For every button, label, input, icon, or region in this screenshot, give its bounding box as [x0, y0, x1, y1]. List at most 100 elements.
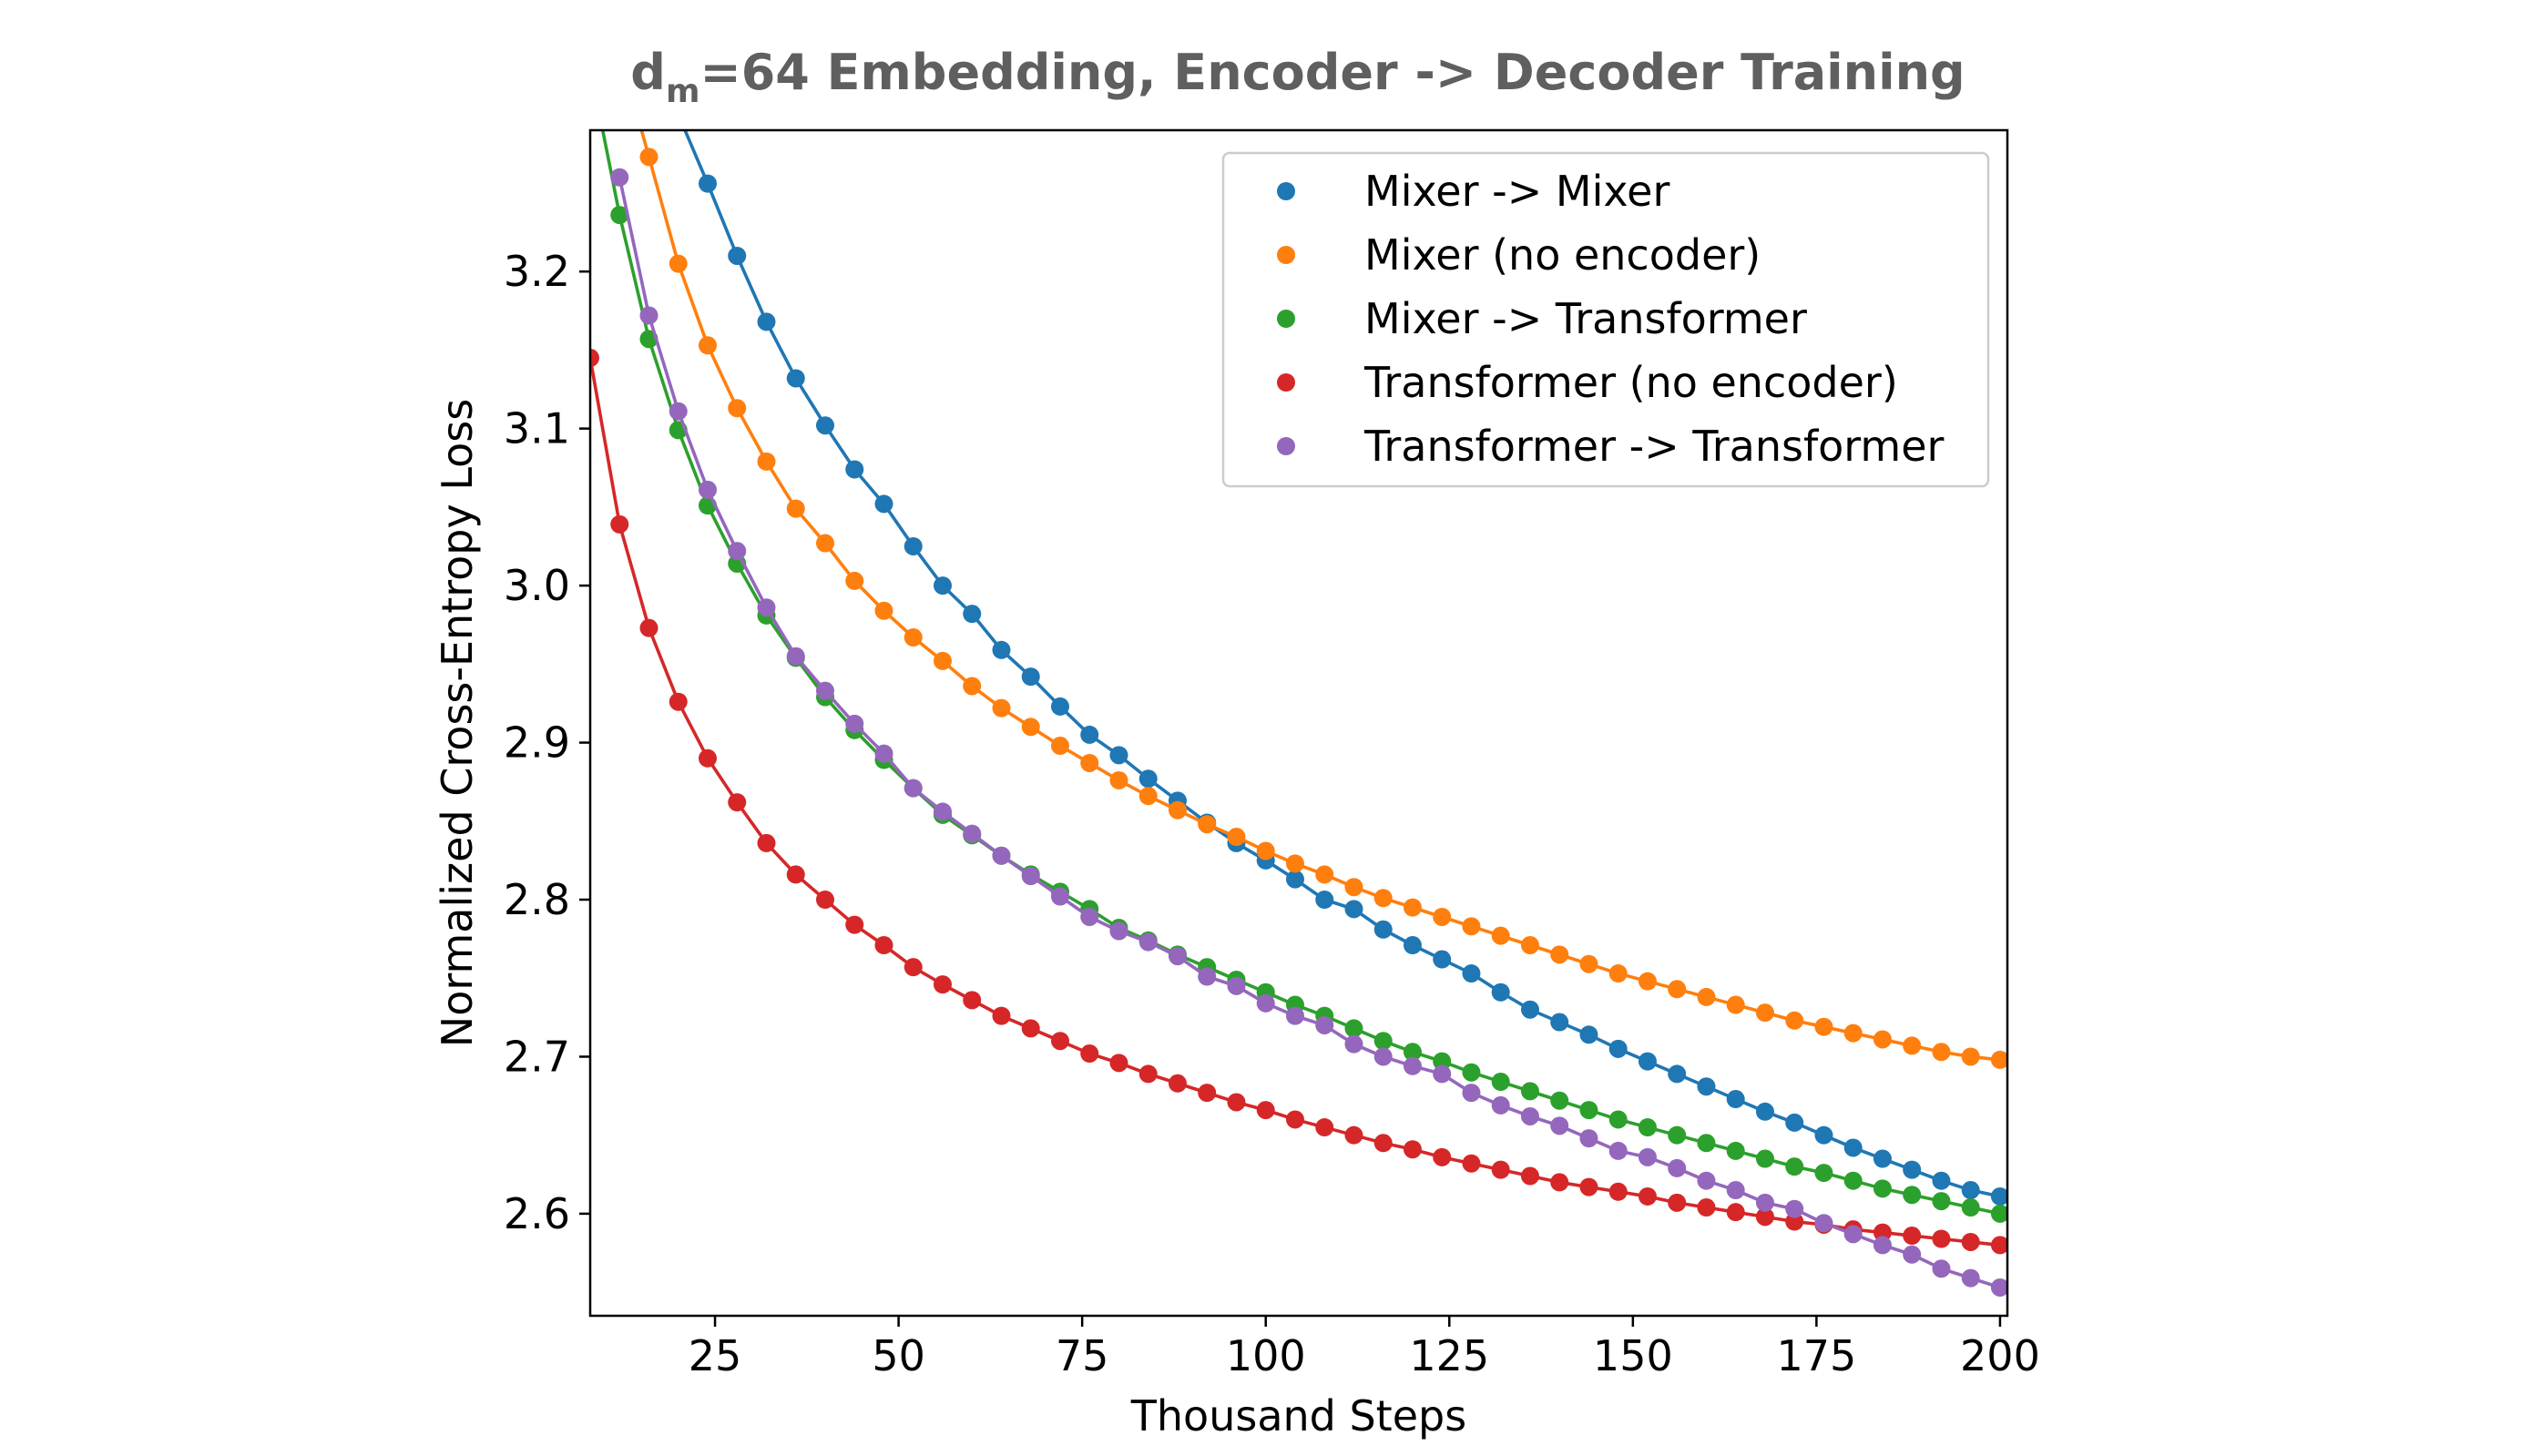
data-point [1579, 1177, 1598, 1196]
data-point [1050, 697, 1069, 716]
y-tick-label: 3.1 [504, 404, 570, 453]
data-point [845, 714, 864, 733]
x-tick-label: 50 [872, 1331, 925, 1380]
data-point [992, 1006, 1011, 1025]
data-point [786, 499, 805, 518]
series-layer [590, 130, 2007, 1297]
data-point [1579, 1101, 1598, 1120]
data-point [1491, 1095, 1510, 1115]
data-point [1109, 770, 1128, 789]
data-point [1638, 1147, 1657, 1166]
data-point [786, 369, 805, 388]
data-point [1491, 983, 1510, 1002]
legend-label: Transformer -> Transformer [1363, 422, 1945, 471]
data-point [1726, 1090, 1745, 1109]
data-point [1344, 878, 1363, 897]
data-point [728, 542, 747, 561]
data-point [639, 618, 659, 637]
data-point [1344, 1125, 1363, 1145]
data-point [1961, 1268, 1980, 1288]
data-point [1315, 891, 1334, 910]
y-tick-label: 2.8 [504, 875, 570, 924]
y-tick-label: 3.0 [504, 561, 570, 610]
data-point [963, 677, 982, 696]
data-point [1579, 954, 1598, 973]
data-point [1462, 1084, 1481, 1103]
data-point [874, 936, 893, 955]
legend-label: Mixer (no encoder) [1364, 230, 1761, 280]
chart-title: dm=64 Embedding, Encoder -> Decoder Trai… [630, 44, 1965, 110]
data-point [1873, 1236, 1892, 1255]
data-point [1403, 936, 1422, 955]
data-point [610, 168, 629, 187]
legend-marker [1277, 246, 1295, 264]
data-point [1785, 1011, 1804, 1030]
data-point [1344, 1034, 1363, 1054]
data-point [963, 991, 982, 1010]
data-point [1198, 1084, 1217, 1103]
data-point [1579, 1025, 1598, 1044]
data-point [904, 628, 923, 647]
data-point [1373, 1134, 1393, 1153]
data-point [1843, 1225, 1863, 1244]
data-point [1873, 1149, 1892, 1168]
legend-label: Mixer -> Mixer [1364, 167, 1669, 216]
data-point [1785, 1199, 1804, 1218]
data-point [992, 640, 1011, 659]
data-point [1373, 889, 1393, 908]
y-tick-label: 3.2 [504, 247, 570, 296]
data-point [1668, 1125, 1687, 1145]
data-point [815, 416, 834, 435]
data-point [1697, 1198, 1716, 1217]
data-point [1520, 1106, 1539, 1125]
data-point [1256, 841, 1275, 860]
data-point [1668, 1193, 1687, 1212]
data-point [757, 312, 776, 331]
data-point [1668, 1064, 1687, 1084]
data-point [1990, 1204, 2007, 1223]
data-point [1433, 907, 1452, 926]
x-tick-label: 125 [1409, 1331, 1489, 1380]
data-point [1638, 1052, 1657, 1071]
data-point [1550, 1116, 1569, 1135]
y-axis: 2.6 2.7 2.8 2.9 3.0 3.1 3.2 [504, 247, 590, 1238]
data-point [1697, 1134, 1716, 1153]
series-1 [639, 130, 2007, 1069]
data-point [992, 846, 1011, 865]
data-point [1873, 1030, 1892, 1049]
title-subscript: m [666, 73, 700, 110]
data-point [1550, 1091, 1569, 1110]
data-point [1373, 1047, 1393, 1066]
legend-marker [1277, 182, 1295, 200]
data-point [1638, 972, 1657, 991]
data-point [874, 494, 893, 514]
data-point [669, 692, 688, 711]
data-point [1814, 1017, 1833, 1036]
legend-marker [1277, 437, 1295, 455]
data-point [933, 975, 952, 994]
title-rest: =64 Embedding, Encoder -> Decoder Traini… [699, 44, 1965, 101]
data-point [1932, 1043, 1951, 1062]
data-point [1755, 1102, 1774, 1121]
data-point [698, 174, 717, 193]
data-point [1961, 1232, 1980, 1251]
data-point [1138, 932, 1158, 952]
data-point [1550, 945, 1569, 964]
data-point [1873, 1179, 1892, 1198]
data-point [1755, 1207, 1774, 1227]
data-point [1344, 1019, 1363, 1038]
data-point [1433, 950, 1452, 969]
data-point [1697, 1077, 1716, 1096]
data-point [1050, 887, 1069, 906]
data-point [1285, 1110, 1304, 1129]
data-point [1755, 1149, 1774, 1168]
data-point [1080, 725, 1099, 744]
data-point [1403, 1056, 1422, 1075]
data-point [1021, 667, 1040, 687]
y-tick-label: 2.7 [504, 1032, 570, 1081]
data-point [698, 748, 717, 768]
legend-marker [1277, 310, 1295, 328]
data-point [1579, 1129, 1598, 1148]
data-point [1932, 1229, 1951, 1248]
